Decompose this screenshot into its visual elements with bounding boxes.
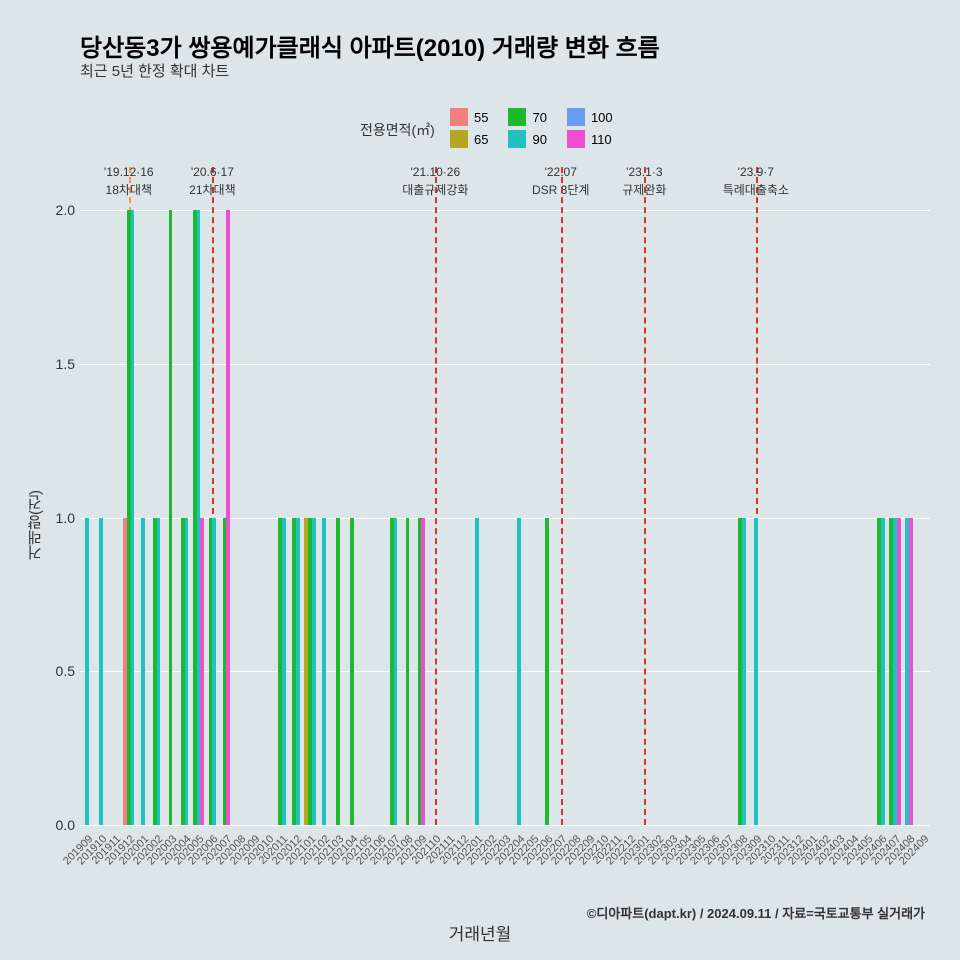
legend-label: 65 xyxy=(474,132,488,147)
bar-group xyxy=(406,518,410,825)
bar xyxy=(99,518,103,825)
legend-swatch xyxy=(450,130,468,148)
legend-label: 70 xyxy=(532,110,546,125)
bar-group xyxy=(153,518,161,825)
bar xyxy=(282,518,286,825)
bar-group xyxy=(754,518,758,825)
bar-group xyxy=(545,518,549,825)
bar xyxy=(336,518,340,825)
legend-label: 55 xyxy=(474,110,488,125)
bar xyxy=(200,518,204,825)
bar xyxy=(212,518,216,825)
legend-item: 55 xyxy=(450,108,488,126)
bar xyxy=(131,210,135,825)
bar-group xyxy=(209,518,217,825)
bar-group xyxy=(322,518,326,825)
chart-area: 0.00.51.01.52.0 '19.12·1618차대책'20.6·1721… xyxy=(80,195,930,825)
bar xyxy=(141,518,145,825)
bar-group xyxy=(223,210,231,825)
bar-group xyxy=(336,518,340,825)
bar-group xyxy=(877,518,885,825)
y-tick: 1.0 xyxy=(40,510,75,526)
annotation-label: '20.6·17 xyxy=(191,165,234,179)
bar xyxy=(909,518,913,825)
bar-group xyxy=(350,518,354,825)
bar xyxy=(545,518,549,825)
bar-group xyxy=(517,518,521,825)
legend-item: 90 xyxy=(508,130,546,148)
gridline xyxy=(80,825,930,826)
bar-group xyxy=(99,518,103,825)
legend-swatch xyxy=(450,108,468,126)
chart-title: 당산동3가 쌍용예가클래식 아파트(2010) 거래량 변화 흐름 xyxy=(80,28,660,63)
bar-group xyxy=(292,518,300,825)
bar xyxy=(742,518,746,825)
chart-subtitle: 최근 5년 한정 확대 차트 xyxy=(80,60,229,81)
bar xyxy=(322,518,326,825)
legend-title: 전용면적(㎡) xyxy=(360,120,435,140)
bar xyxy=(421,518,425,825)
bar xyxy=(312,518,316,825)
bar-group xyxy=(169,210,173,825)
legend-label: 90 xyxy=(532,132,546,147)
bar-group xyxy=(85,518,89,825)
y-tick: 0.5 xyxy=(40,663,75,679)
legend: 55 70 100 65 90 110 xyxy=(450,108,613,148)
legend-item: 100 xyxy=(567,108,613,126)
bar xyxy=(394,518,398,825)
annotation-label: '23.9·7 xyxy=(738,165,774,179)
bar-group xyxy=(738,518,746,825)
legend-item: 110 xyxy=(567,130,612,148)
legend-label: 100 xyxy=(591,110,613,125)
y-tick: 0.0 xyxy=(40,817,75,833)
y-tick: 2.0 xyxy=(40,202,75,218)
bar-group xyxy=(193,210,204,825)
credit-line: ©디아파트(dapt.kr) / 2024.09.11 / 자료=국토교통부 실… xyxy=(587,903,925,922)
bar xyxy=(517,518,521,825)
annotation-label: '22.07 xyxy=(545,165,577,179)
bar-group xyxy=(123,210,134,825)
bar-group xyxy=(889,518,900,825)
annotation-label: '21.10·26 xyxy=(410,165,460,179)
bar-group xyxy=(905,518,913,825)
bar-group xyxy=(278,518,286,825)
bar xyxy=(475,518,479,825)
annotation-label: '19.12·16 xyxy=(104,165,154,179)
bar-group xyxy=(304,518,315,825)
bar-group xyxy=(181,518,189,825)
legend-item: 70 xyxy=(508,108,546,126)
bar xyxy=(169,210,173,825)
annotation-label: '23.1·3 xyxy=(626,165,662,179)
bar-group xyxy=(141,518,145,825)
legend-swatch xyxy=(508,108,526,126)
bar xyxy=(185,518,189,825)
bar xyxy=(350,518,354,825)
bar xyxy=(157,518,161,825)
bar xyxy=(754,518,758,825)
bar-group xyxy=(475,518,479,825)
bar xyxy=(85,518,89,825)
bar-group xyxy=(390,518,398,825)
bar xyxy=(406,518,410,825)
bar xyxy=(296,518,300,825)
bar xyxy=(897,518,901,825)
legend-swatch xyxy=(567,108,585,126)
legend-label: 110 xyxy=(591,132,612,147)
bar xyxy=(226,210,230,825)
legend-item: 65 xyxy=(450,130,488,148)
legend-swatch xyxy=(567,130,585,148)
bar xyxy=(881,518,885,825)
y-tick: 1.5 xyxy=(40,356,75,372)
legend-swatch xyxy=(508,130,526,148)
bar-group xyxy=(418,518,426,825)
x-axis-label: 거래년월 xyxy=(449,920,512,945)
